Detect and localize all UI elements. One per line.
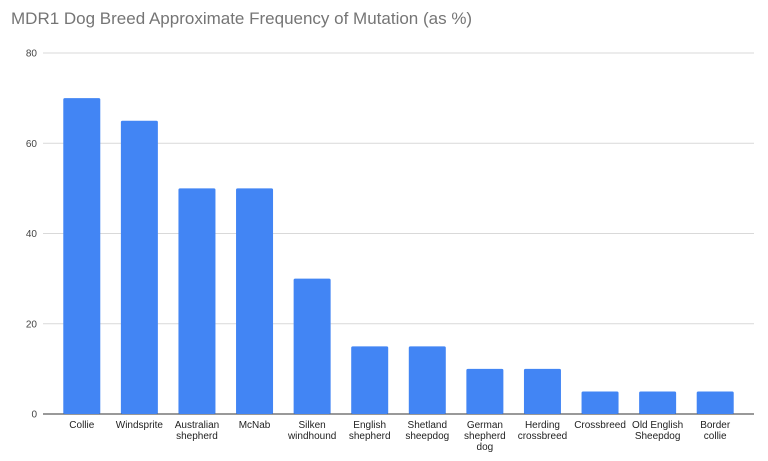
bar (293, 278, 331, 414)
x-tick-label: Shetland sheepdog (405, 420, 449, 442)
bar (408, 346, 446, 414)
y-tick-label: 40 (26, 229, 38, 240)
x-axis-labels: Collie Windsprite Australian shepherd McNab S… (69, 420, 731, 453)
x-tick-label: Border collie (700, 420, 731, 442)
x-tick-label: McNab (239, 420, 271, 431)
bar (581, 391, 619, 414)
x-tick-label: Australian shepherd (175, 420, 219, 442)
x-tick-label: Windsprite (116, 420, 164, 431)
grid-lines (43, 52, 754, 415)
bar (178, 188, 216, 414)
bar (120, 120, 158, 414)
bars (63, 98, 734, 414)
bar (523, 368, 561, 414)
bar (639, 391, 677, 414)
bar (236, 188, 274, 414)
bar (63, 98, 101, 414)
x-tick-label: Old English Sheepdog (632, 420, 683, 442)
x-tick-label: Herding crossbreed (518, 420, 567, 442)
x-tick-label: Silken windhound (287, 420, 336, 442)
y-tick-label: 0 (31, 410, 37, 421)
x-tick-label: Crossbreed (574, 420, 626, 431)
bar (696, 391, 734, 414)
chart-title: MDR1 Dog Breed Approximate Frequency of … (11, 9, 473, 28)
y-tick-label: 60 (26, 139, 38, 150)
y-tick-label: 20 (26, 319, 38, 330)
bar (466, 368, 504, 414)
x-tick-label: English shepherd (349, 420, 391, 442)
y-tick-label: 80 (26, 49, 38, 60)
x-tick-label: Collie (69, 420, 94, 431)
y-axis-ticks: 0 20 40 60 80 (26, 49, 38, 421)
bar (351, 346, 389, 414)
x-tick-label: German shepherd dog (464, 420, 506, 453)
